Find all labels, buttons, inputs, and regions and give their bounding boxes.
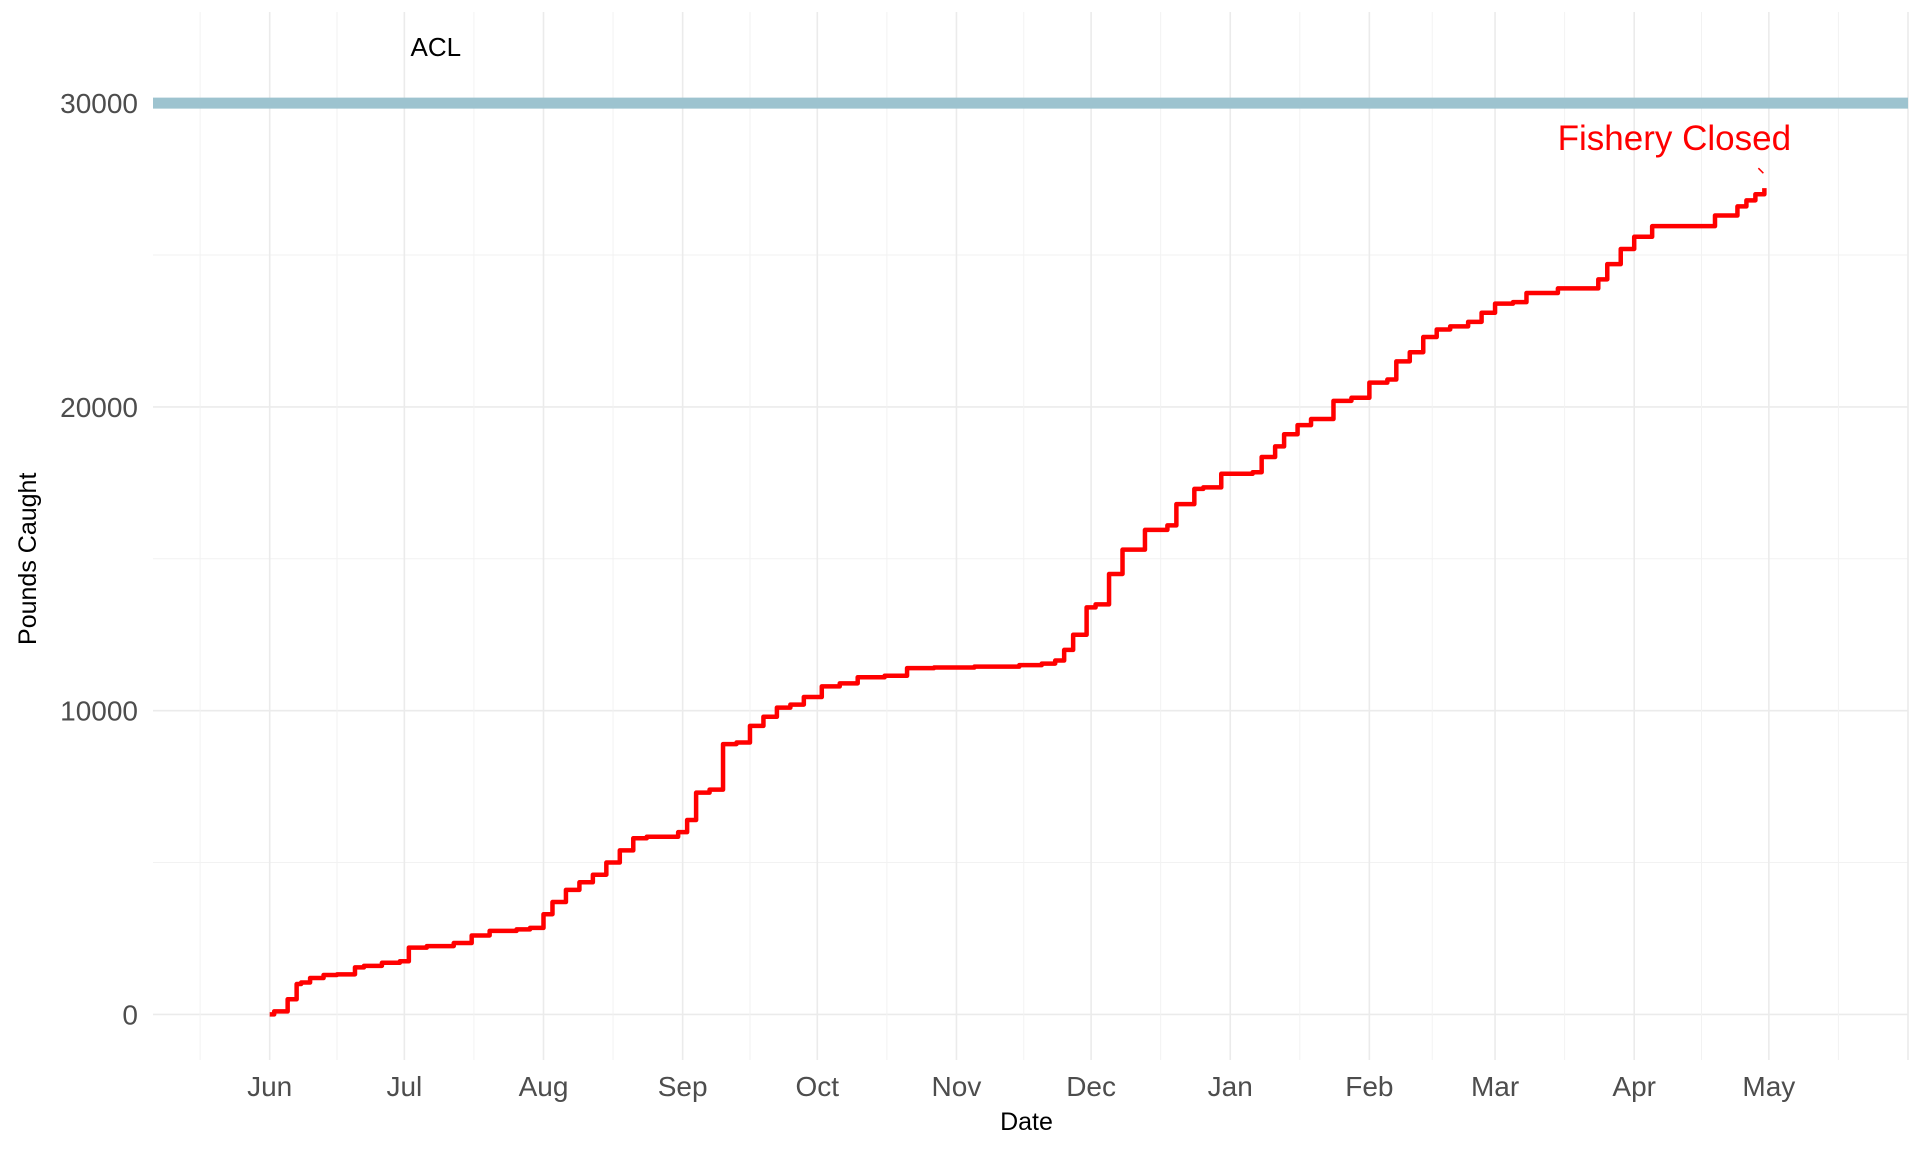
series-line-pounds-caught xyxy=(269,188,1767,1017)
x-tick-label: May xyxy=(1742,1071,1795,1102)
x-tick-label: Oct xyxy=(796,1071,840,1102)
fishery-closed-label: Fishery Closed xyxy=(1558,119,1791,158)
series-layer xyxy=(269,188,1767,1017)
x-tick-label: Aug xyxy=(519,1071,569,1102)
y-tick-label: 20000 xyxy=(60,392,138,423)
x-axis-ticks: Jun Jul Aug Sep Oct Nov Dec Jan Feb Mar Apr May xyxy=(247,1071,1795,1102)
annotation-leader xyxy=(1757,167,1764,174)
x-tick-label: Jul xyxy=(386,1071,422,1102)
x-tick-label: Dec xyxy=(1066,1071,1116,1102)
grid-lines xyxy=(153,12,1909,1060)
y-tick-label: 30000 xyxy=(60,88,138,119)
x-tick-label: Apr xyxy=(1612,1071,1656,1102)
acl-reference: ACL xyxy=(153,32,1908,109)
acl-label: ACL xyxy=(410,32,461,62)
x-tick-label: Mar xyxy=(1471,1071,1519,1102)
y-axis-ticks: 0 10000 20000 30000 xyxy=(60,88,138,1030)
closure-annotation: Fishery Closed xyxy=(1558,119,1791,174)
x-tick-label: Jan xyxy=(1208,1071,1253,1102)
x-tick-label: Nov xyxy=(932,1071,982,1102)
x-tick-label: Feb xyxy=(1345,1071,1393,1102)
x-tick-label: Jun xyxy=(247,1071,292,1102)
x-axis-title: Date xyxy=(1000,1108,1053,1136)
x-tick-label: Sep xyxy=(658,1071,708,1102)
y-tick-label: 10000 xyxy=(60,696,138,727)
y-axis-title: Pounds Caught xyxy=(14,473,42,645)
y-tick-label: 0 xyxy=(122,999,138,1030)
